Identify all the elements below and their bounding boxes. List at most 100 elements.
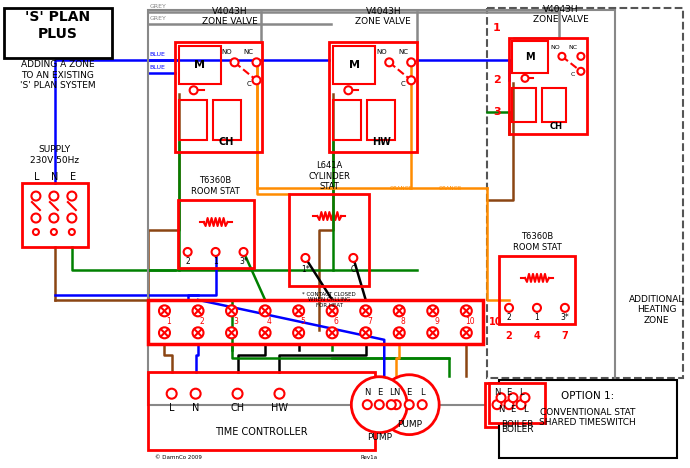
Text: NO: NO	[376, 49, 386, 55]
Bar	[179, 100, 206, 140]
Circle shape	[293, 305, 304, 316]
Text: M: M	[194, 60, 205, 70]
Circle shape	[405, 400, 414, 409]
Text: ORANGE: ORANGE	[389, 186, 413, 190]
Circle shape	[394, 305, 405, 316]
Text: 3*: 3*	[560, 314, 569, 322]
Circle shape	[68, 191, 77, 201]
Text: 8: 8	[401, 317, 406, 326]
Bar	[179, 46, 221, 84]
Text: N: N	[192, 402, 199, 413]
Bar	[333, 46, 375, 84]
Text: HW: HW	[372, 137, 391, 147]
Bar	[22, 183, 88, 247]
Text: 2: 2	[506, 314, 511, 322]
Text: 1: 1	[535, 314, 540, 322]
Text: 7: 7	[562, 331, 569, 341]
Text: NO: NO	[221, 49, 232, 55]
Text: 10: 10	[466, 317, 475, 326]
Circle shape	[159, 305, 170, 316]
Text: L: L	[34, 172, 40, 182]
Bar	[512, 41, 548, 73]
Text: HW: HW	[271, 402, 288, 413]
Circle shape	[360, 305, 371, 316]
Bar	[499, 380, 677, 458]
Bar	[177, 200, 253, 268]
Text: M: M	[525, 52, 535, 62]
Bar	[148, 300, 483, 344]
Text: C: C	[351, 265, 356, 274]
Text: C: C	[401, 81, 406, 88]
Bar	[542, 88, 566, 122]
Circle shape	[407, 58, 415, 66]
Circle shape	[253, 76, 261, 84]
Bar	[509, 38, 587, 134]
Text: © DamnCo 2009: © DamnCo 2009	[155, 455, 201, 460]
Circle shape	[32, 213, 41, 222]
Circle shape	[193, 305, 204, 316]
Circle shape	[522, 75, 529, 82]
Text: PUMP: PUMP	[397, 420, 422, 429]
Text: OPTION 1:: OPTION 1:	[561, 391, 615, 401]
Bar	[489, 383, 545, 423]
Text: 1: 1	[166, 317, 171, 326]
Bar	[333, 100, 362, 140]
Bar	[148, 10, 615, 405]
Circle shape	[253, 58, 261, 66]
Circle shape	[239, 248, 248, 256]
Bar	[289, 194, 369, 286]
Text: N: N	[364, 388, 371, 397]
Text: ADDING A ZONE
TO AN EXISTING
'S' PLAN SYSTEM: ADDING A ZONE TO AN EXISTING 'S' PLAN SY…	[20, 60, 96, 90]
Text: 'S' PLAN
PLUS: 'S' PLAN PLUS	[26, 10, 90, 41]
Text: 9: 9	[434, 317, 440, 326]
Text: GREY: GREY	[150, 4, 166, 9]
Text: T6360B
ROOM STAT: T6360B ROOM STAT	[191, 176, 240, 196]
Circle shape	[50, 213, 59, 222]
Circle shape	[375, 400, 384, 409]
Text: 3: 3	[493, 107, 501, 117]
Bar	[485, 383, 549, 427]
Text: E: E	[511, 405, 515, 414]
Text: V4043H
ZONE VALVE: V4043H ZONE VALVE	[533, 5, 589, 24]
Circle shape	[159, 327, 170, 338]
Circle shape	[461, 327, 472, 338]
Text: 10: 10	[489, 317, 503, 327]
Circle shape	[212, 248, 219, 256]
Circle shape	[392, 400, 401, 409]
Circle shape	[275, 389, 284, 399]
Text: CH: CH	[219, 137, 234, 147]
Circle shape	[184, 248, 192, 256]
Circle shape	[349, 254, 357, 262]
Text: L: L	[420, 388, 424, 397]
Circle shape	[509, 393, 518, 402]
Circle shape	[302, 254, 309, 262]
Circle shape	[517, 400, 526, 409]
Circle shape	[387, 400, 396, 409]
Text: CH: CH	[230, 402, 245, 413]
Circle shape	[230, 58, 239, 66]
Circle shape	[32, 191, 41, 201]
Text: L: L	[519, 388, 523, 397]
Bar	[4, 8, 112, 58]
Circle shape	[417, 400, 426, 409]
Text: Rev1a: Rev1a	[361, 455, 378, 460]
Circle shape	[351, 377, 407, 432]
Text: C: C	[246, 81, 251, 88]
Text: BLUE: BLUE	[150, 66, 166, 70]
Text: L: L	[389, 388, 393, 397]
Circle shape	[558, 53, 565, 60]
Circle shape	[578, 53, 584, 60]
Circle shape	[380, 375, 439, 435]
Text: V4043H
ZONE VALVE: V4043H ZONE VALVE	[355, 7, 411, 26]
Text: L: L	[523, 405, 527, 414]
Circle shape	[259, 327, 270, 338]
Circle shape	[427, 327, 438, 338]
Text: 1: 1	[493, 23, 501, 33]
Text: NC: NC	[244, 49, 253, 55]
Text: 6: 6	[334, 317, 339, 326]
Circle shape	[520, 393, 529, 402]
Text: N: N	[51, 172, 59, 182]
Text: 7: 7	[367, 317, 372, 326]
Text: 2: 2	[199, 317, 204, 326]
Text: 2: 2	[493, 75, 501, 85]
